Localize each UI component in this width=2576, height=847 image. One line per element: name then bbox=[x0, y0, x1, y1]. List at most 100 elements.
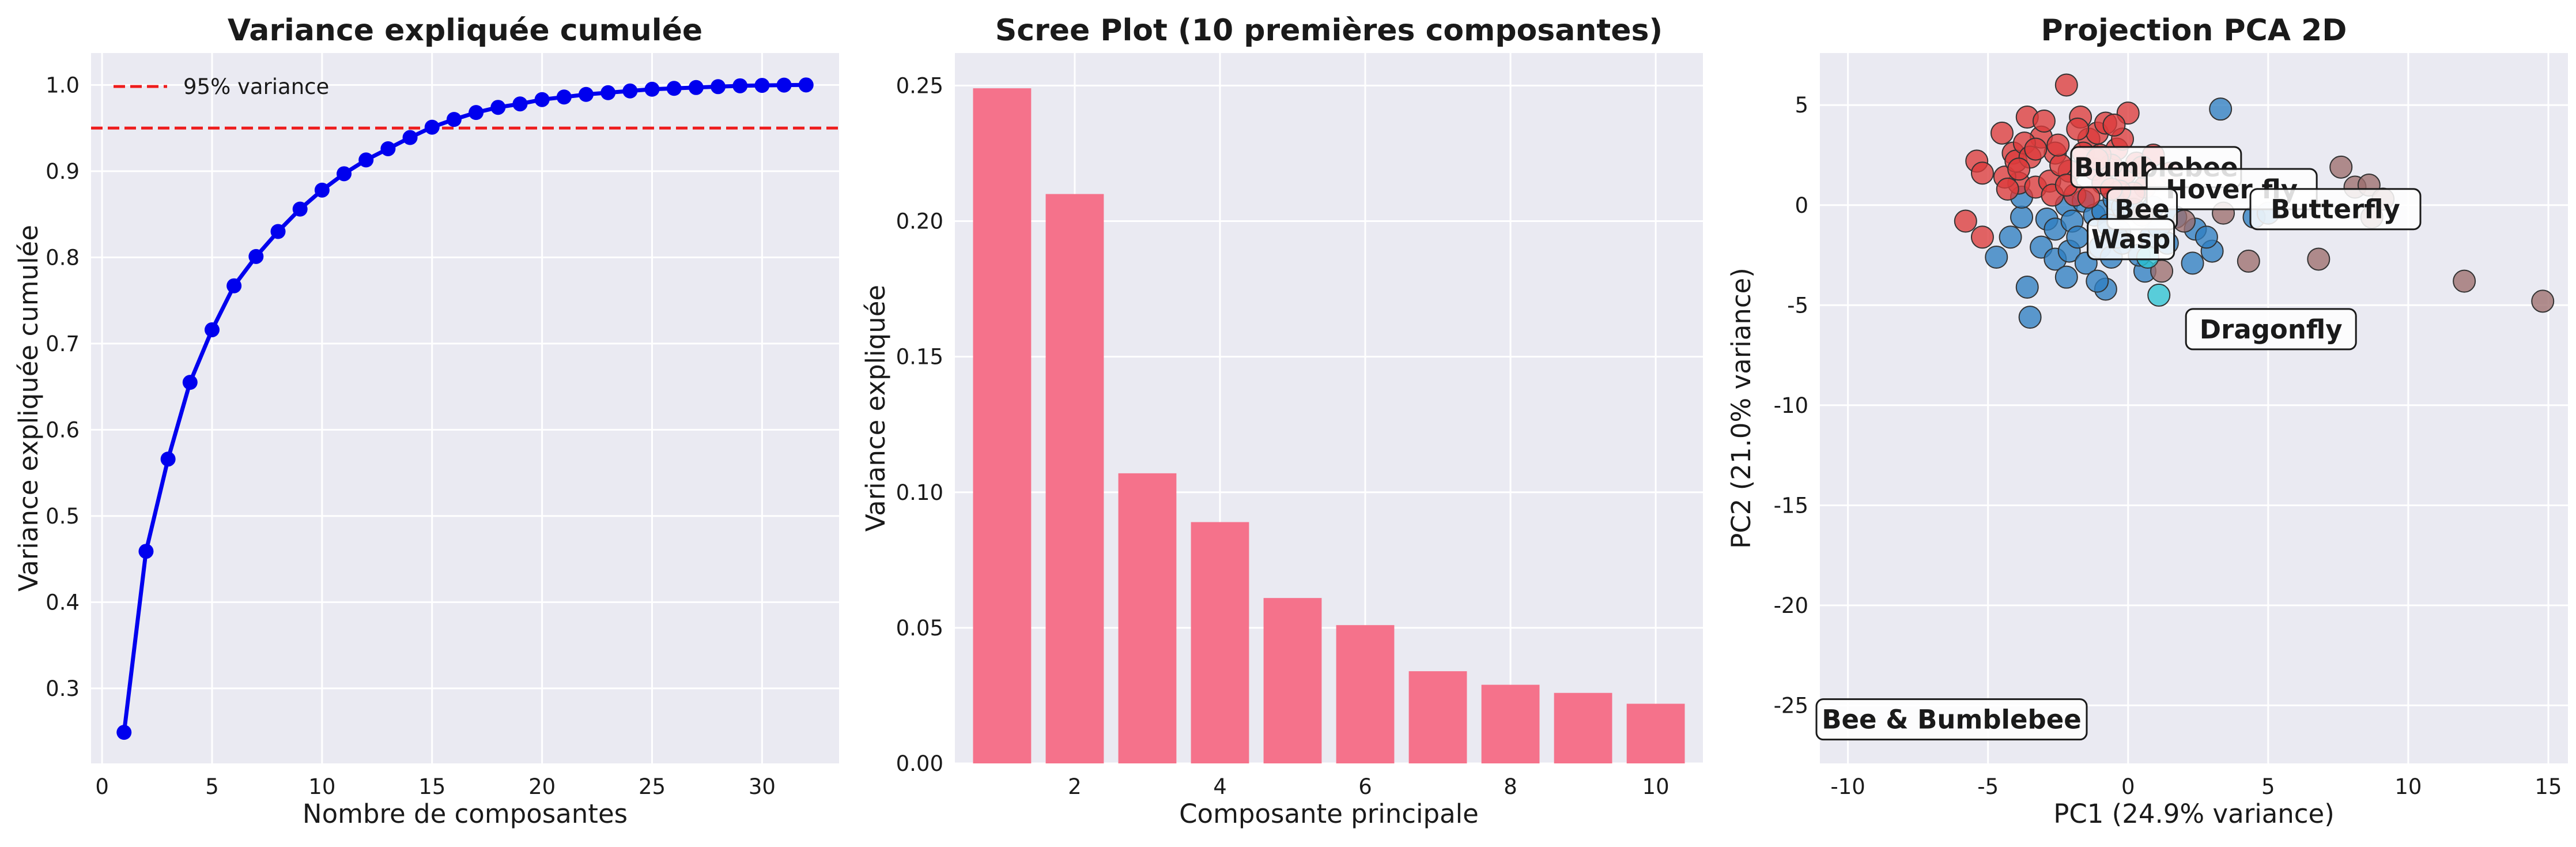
scatter-point bbox=[2032, 109, 2056, 133]
x-tick-label: 10 bbox=[1642, 774, 1670, 799]
tick-labels: 0 5 10 15 20 25 30 0.3 0.4 0.5 0.6 0.7 0.8 0.9 1.0 bbox=[46, 73, 776, 799]
scatter-point bbox=[2181, 251, 2204, 275]
data-point bbox=[182, 375, 198, 390]
x-axis-label: PC1 (24.9% variance) bbox=[2053, 799, 2335, 829]
data-point bbox=[204, 322, 220, 337]
plot-area bbox=[91, 53, 839, 763]
data-point bbox=[226, 278, 242, 293]
y-tick-label: -15 bbox=[1774, 493, 1808, 518]
scree-bar bbox=[1336, 625, 1395, 763]
x-tick-label: 0 bbox=[95, 774, 109, 799]
x-tick-label: 5 bbox=[205, 774, 219, 799]
legend: 95% variance bbox=[114, 74, 329, 99]
data-point bbox=[490, 100, 506, 115]
data-point bbox=[337, 166, 352, 182]
chart-title: Variance expliquée cumulée bbox=[228, 13, 702, 48]
data-point bbox=[380, 141, 396, 156]
y-tick-label: 1.0 bbox=[46, 73, 80, 97]
cumulative-variance-panel: 0 5 10 15 20 25 30 0.3 0.4 0.5 0.6 0.7 0.8 0.9 1.0 Var… bbox=[13, 13, 839, 829]
scatter-point bbox=[2054, 73, 2078, 97]
scatter-point bbox=[2054, 265, 2078, 289]
tick-labels: -10 -5 0 5 10 15 -25 -20 -15 -10 -5 0 5 bbox=[1774, 93, 2562, 799]
data-point bbox=[402, 130, 418, 145]
class-label: Bee & Bumblebee bbox=[1822, 705, 2082, 735]
data-point bbox=[600, 85, 616, 100]
pca-projection-panel: -10 -5 0 5 10 15-25-20-15-10-505 BumblebeeHov… bbox=[1726, 13, 2568, 829]
scatter-point bbox=[2194, 225, 2218, 249]
y-tick-label: 0.6 bbox=[46, 417, 80, 442]
scatter-point bbox=[2453, 269, 2476, 293]
scatter-point bbox=[1985, 245, 2008, 269]
class-label-box bbox=[2249, 188, 2422, 231]
scatter-point bbox=[2007, 157, 2031, 181]
scatter-point bbox=[2531, 289, 2555, 313]
x-tick-label: -10 bbox=[1830, 774, 1865, 799]
scree-bar bbox=[1191, 522, 1249, 763]
y-tick-label: 0.7 bbox=[46, 332, 80, 356]
y-tick-label: 0.05 bbox=[896, 616, 943, 641]
data-point bbox=[622, 83, 638, 99]
data-point bbox=[798, 77, 814, 93]
scatter-point bbox=[1970, 161, 1994, 185]
y-axis-label: Variance expliquée bbox=[860, 285, 891, 532]
scree-bar bbox=[1263, 598, 1322, 763]
scatter-point bbox=[1990, 121, 2014, 145]
data-point bbox=[314, 182, 330, 198]
data-point bbox=[469, 105, 484, 121]
x-tick-label: 10 bbox=[308, 774, 335, 799]
x-tick-label: 0 bbox=[2121, 774, 2135, 799]
data-point bbox=[776, 77, 792, 93]
data-point bbox=[578, 86, 594, 102]
y-tick-label: -20 bbox=[1774, 593, 1808, 618]
scatter-point bbox=[2307, 247, 2331, 271]
class-label: Dragonfly bbox=[2200, 314, 2343, 345]
scatter-point bbox=[2150, 259, 2174, 283]
scatter-point bbox=[2237, 249, 2260, 273]
scree-bar bbox=[1408, 671, 1467, 763]
y-tick-label: 0 bbox=[1795, 193, 1808, 218]
scatter-point bbox=[2209, 97, 2233, 121]
x-tick-label: 15 bbox=[418, 774, 445, 799]
scatter-point bbox=[2049, 153, 2073, 177]
scatter-point bbox=[2086, 269, 2109, 293]
x-tick-label: 5 bbox=[2261, 774, 2275, 799]
y-tick-label: 0.8 bbox=[46, 245, 80, 270]
y-tick-label: -10 bbox=[1774, 393, 1808, 418]
scatter-point bbox=[2147, 283, 2171, 307]
y-tick-label: 0.10 bbox=[896, 480, 943, 505]
data-point bbox=[711, 79, 726, 95]
scatter-point bbox=[2066, 117, 2090, 141]
bar-marks bbox=[973, 88, 1685, 764]
y-tick-label: 0.5 bbox=[46, 504, 80, 529]
scatter-point bbox=[2077, 185, 2101, 209]
x-axis-label: Nombre de composantes bbox=[303, 799, 628, 829]
data-point bbox=[556, 89, 572, 105]
chart-title: Scree Plot (10 premières composantes) bbox=[995, 13, 1663, 48]
x-tick-label: 2 bbox=[1068, 774, 1082, 799]
data-point bbox=[446, 112, 462, 127]
scree-bar bbox=[1481, 684, 1540, 763]
class-label: Butterfly bbox=[2271, 194, 2400, 225]
scatter-point bbox=[1999, 225, 2022, 249]
y-tick-label: 0.15 bbox=[896, 345, 943, 370]
data-point bbox=[358, 152, 374, 168]
x-tick-label: 20 bbox=[528, 774, 556, 799]
scatter-point bbox=[1954, 209, 1977, 233]
scatter-point bbox=[2046, 133, 2070, 157]
data-point bbox=[270, 224, 286, 239]
class-label: Wasp bbox=[2091, 224, 2170, 255]
legend-label-threshold: 95% variance bbox=[183, 74, 329, 99]
scatter-point bbox=[2010, 205, 2034, 229]
scatter-point bbox=[2066, 225, 2090, 249]
x-tick-label: 8 bbox=[1504, 774, 1517, 799]
data-point bbox=[116, 725, 132, 740]
y-tick-label: -5 bbox=[1787, 293, 1808, 318]
data-point bbox=[424, 119, 440, 135]
data-point bbox=[688, 80, 704, 95]
y-axis-label: Variance expliquée cumulée bbox=[13, 225, 44, 592]
data-point bbox=[644, 81, 660, 97]
series-marks bbox=[91, 77, 839, 740]
data-point bbox=[248, 249, 264, 264]
x-tick-label: 6 bbox=[1358, 774, 1372, 799]
